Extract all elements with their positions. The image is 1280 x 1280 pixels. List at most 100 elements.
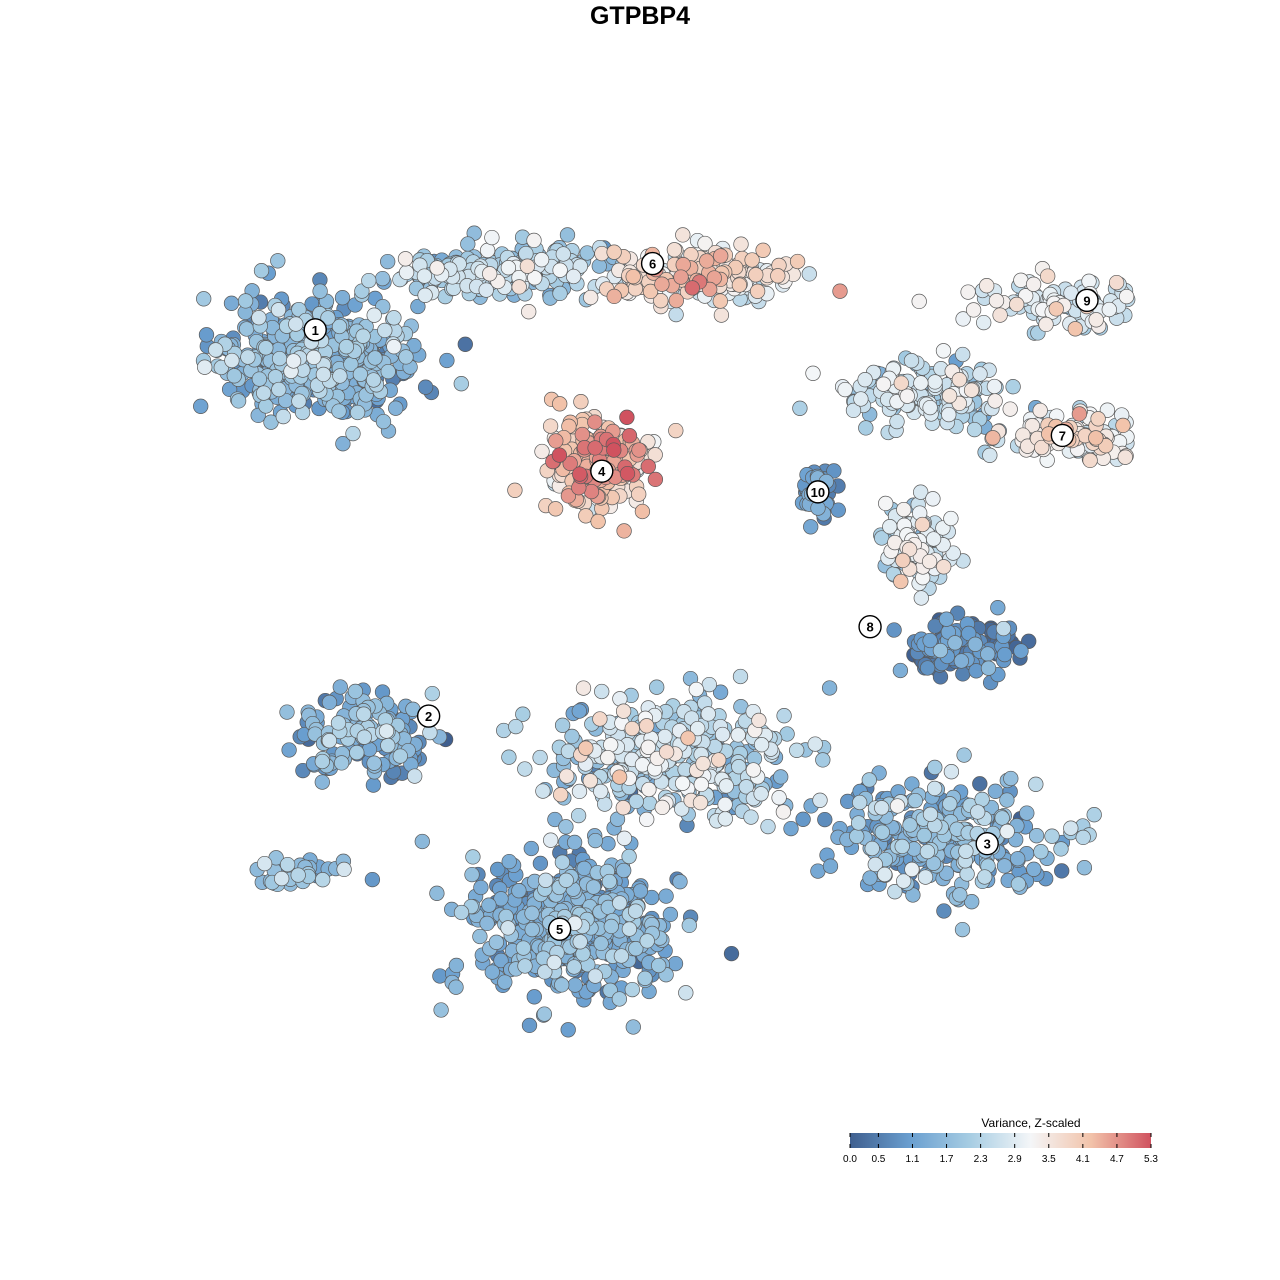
cell-point	[267, 369, 284, 385]
cell-point	[345, 425, 361, 442]
cell-point	[732, 668, 749, 685]
cell-point	[895, 552, 911, 569]
cell-point	[893, 375, 909, 391]
cell-point	[1002, 401, 1018, 417]
cell-point	[291, 393, 307, 409]
cell-point	[429, 885, 445, 901]
cell-point	[533, 252, 550, 268]
cell-point	[515, 940, 532, 956]
cell-point	[861, 772, 877, 788]
cell-point	[637, 970, 653, 986]
cell-point	[560, 1022, 576, 1038]
cell-point	[731, 277, 748, 293]
cell-point	[603, 737, 619, 753]
cell-point	[893, 573, 909, 590]
cell-point	[473, 879, 489, 896]
cell-point	[587, 832, 604, 849]
cell-point	[564, 728, 580, 745]
cell-point	[700, 706, 716, 722]
cell-point	[730, 727, 746, 743]
cell-point	[621, 848, 637, 865]
cell-point	[878, 495, 894, 512]
cell-point	[281, 742, 297, 758]
cell-point	[559, 227, 576, 243]
cell-point	[619, 409, 635, 425]
cell-point	[625, 1019, 641, 1035]
cell-point	[536, 1006, 553, 1022]
cell-point	[524, 921, 540, 938]
cell-point	[857, 372, 873, 388]
cell-point	[845, 402, 862, 419]
cell-point	[356, 729, 372, 745]
legend-tick-label: 0.0	[843, 1154, 857, 1165]
cell-point	[223, 295, 240, 311]
cell-point	[979, 278, 995, 294]
cell-point	[733, 236, 749, 252]
cell-point	[807, 736, 823, 752]
cell-point	[1090, 411, 1106, 427]
cell-point	[889, 798, 906, 814]
cell-point	[919, 843, 936, 860]
cell-point	[1026, 861, 1042, 877]
cell-point	[713, 307, 730, 323]
cell-point	[554, 854, 571, 870]
cell-point	[616, 830, 633, 846]
cell-point	[1010, 851, 1026, 867]
cell-point	[347, 683, 364, 700]
cell-point	[615, 703, 632, 719]
cell-point	[917, 869, 934, 885]
cell-point	[526, 989, 542, 1005]
cell-point	[684, 280, 700, 296]
cell-point	[977, 869, 993, 885]
cell-point	[416, 268, 433, 284]
cell-point	[922, 806, 939, 822]
cell-point	[590, 513, 606, 530]
cell-point	[567, 977, 583, 993]
cell-point	[335, 436, 351, 452]
cell-point	[821, 680, 838, 696]
cell-point	[271, 350, 288, 367]
cell-point	[484, 964, 500, 980]
cell-point	[410, 298, 426, 315]
cell-point	[1028, 776, 1044, 792]
cell-point	[356, 706, 372, 722]
cell-point	[753, 786, 769, 802]
cluster-label: 2	[425, 709, 432, 724]
cell-point	[678, 985, 694, 1001]
cell-point	[695, 755, 711, 772]
cell-point	[805, 365, 821, 381]
cell-point	[951, 372, 968, 388]
cell-point	[994, 810, 1010, 826]
cell-point	[314, 753, 330, 770]
cluster-label: 5	[556, 922, 563, 937]
cell-point	[230, 393, 247, 409]
cell-point	[896, 501, 912, 518]
cell-point	[511, 883, 527, 899]
cell-point	[783, 820, 799, 837]
cluster-marker-10: 10	[806, 480, 830, 504]
cell-point	[417, 287, 433, 303]
cell-point	[639, 933, 655, 949]
cluster-label: 8	[866, 620, 873, 635]
cell-point	[600, 749, 616, 766]
cell-point	[460, 236, 476, 252]
cell-point	[424, 685, 440, 702]
cell-point	[312, 283, 328, 299]
cell-point	[1054, 863, 1070, 879]
cell-point	[321, 694, 338, 711]
cell-point	[999, 792, 1015, 808]
cell-point	[288, 316, 304, 332]
cell-point	[621, 921, 638, 937]
cell-point	[481, 897, 497, 913]
cell-point	[631, 486, 647, 502]
cluster-marker-4: 4	[590, 459, 614, 483]
cell-point	[448, 979, 464, 995]
legend-tick-label: 1.7	[940, 1154, 954, 1165]
cell-point	[493, 891, 509, 907]
cell-point	[668, 422, 684, 439]
cell-point	[552, 262, 568, 278]
cell-point	[553, 787, 569, 803]
cell-point	[332, 679, 348, 695]
cluster-label: 10	[811, 485, 825, 500]
cell-point	[943, 764, 960, 780]
